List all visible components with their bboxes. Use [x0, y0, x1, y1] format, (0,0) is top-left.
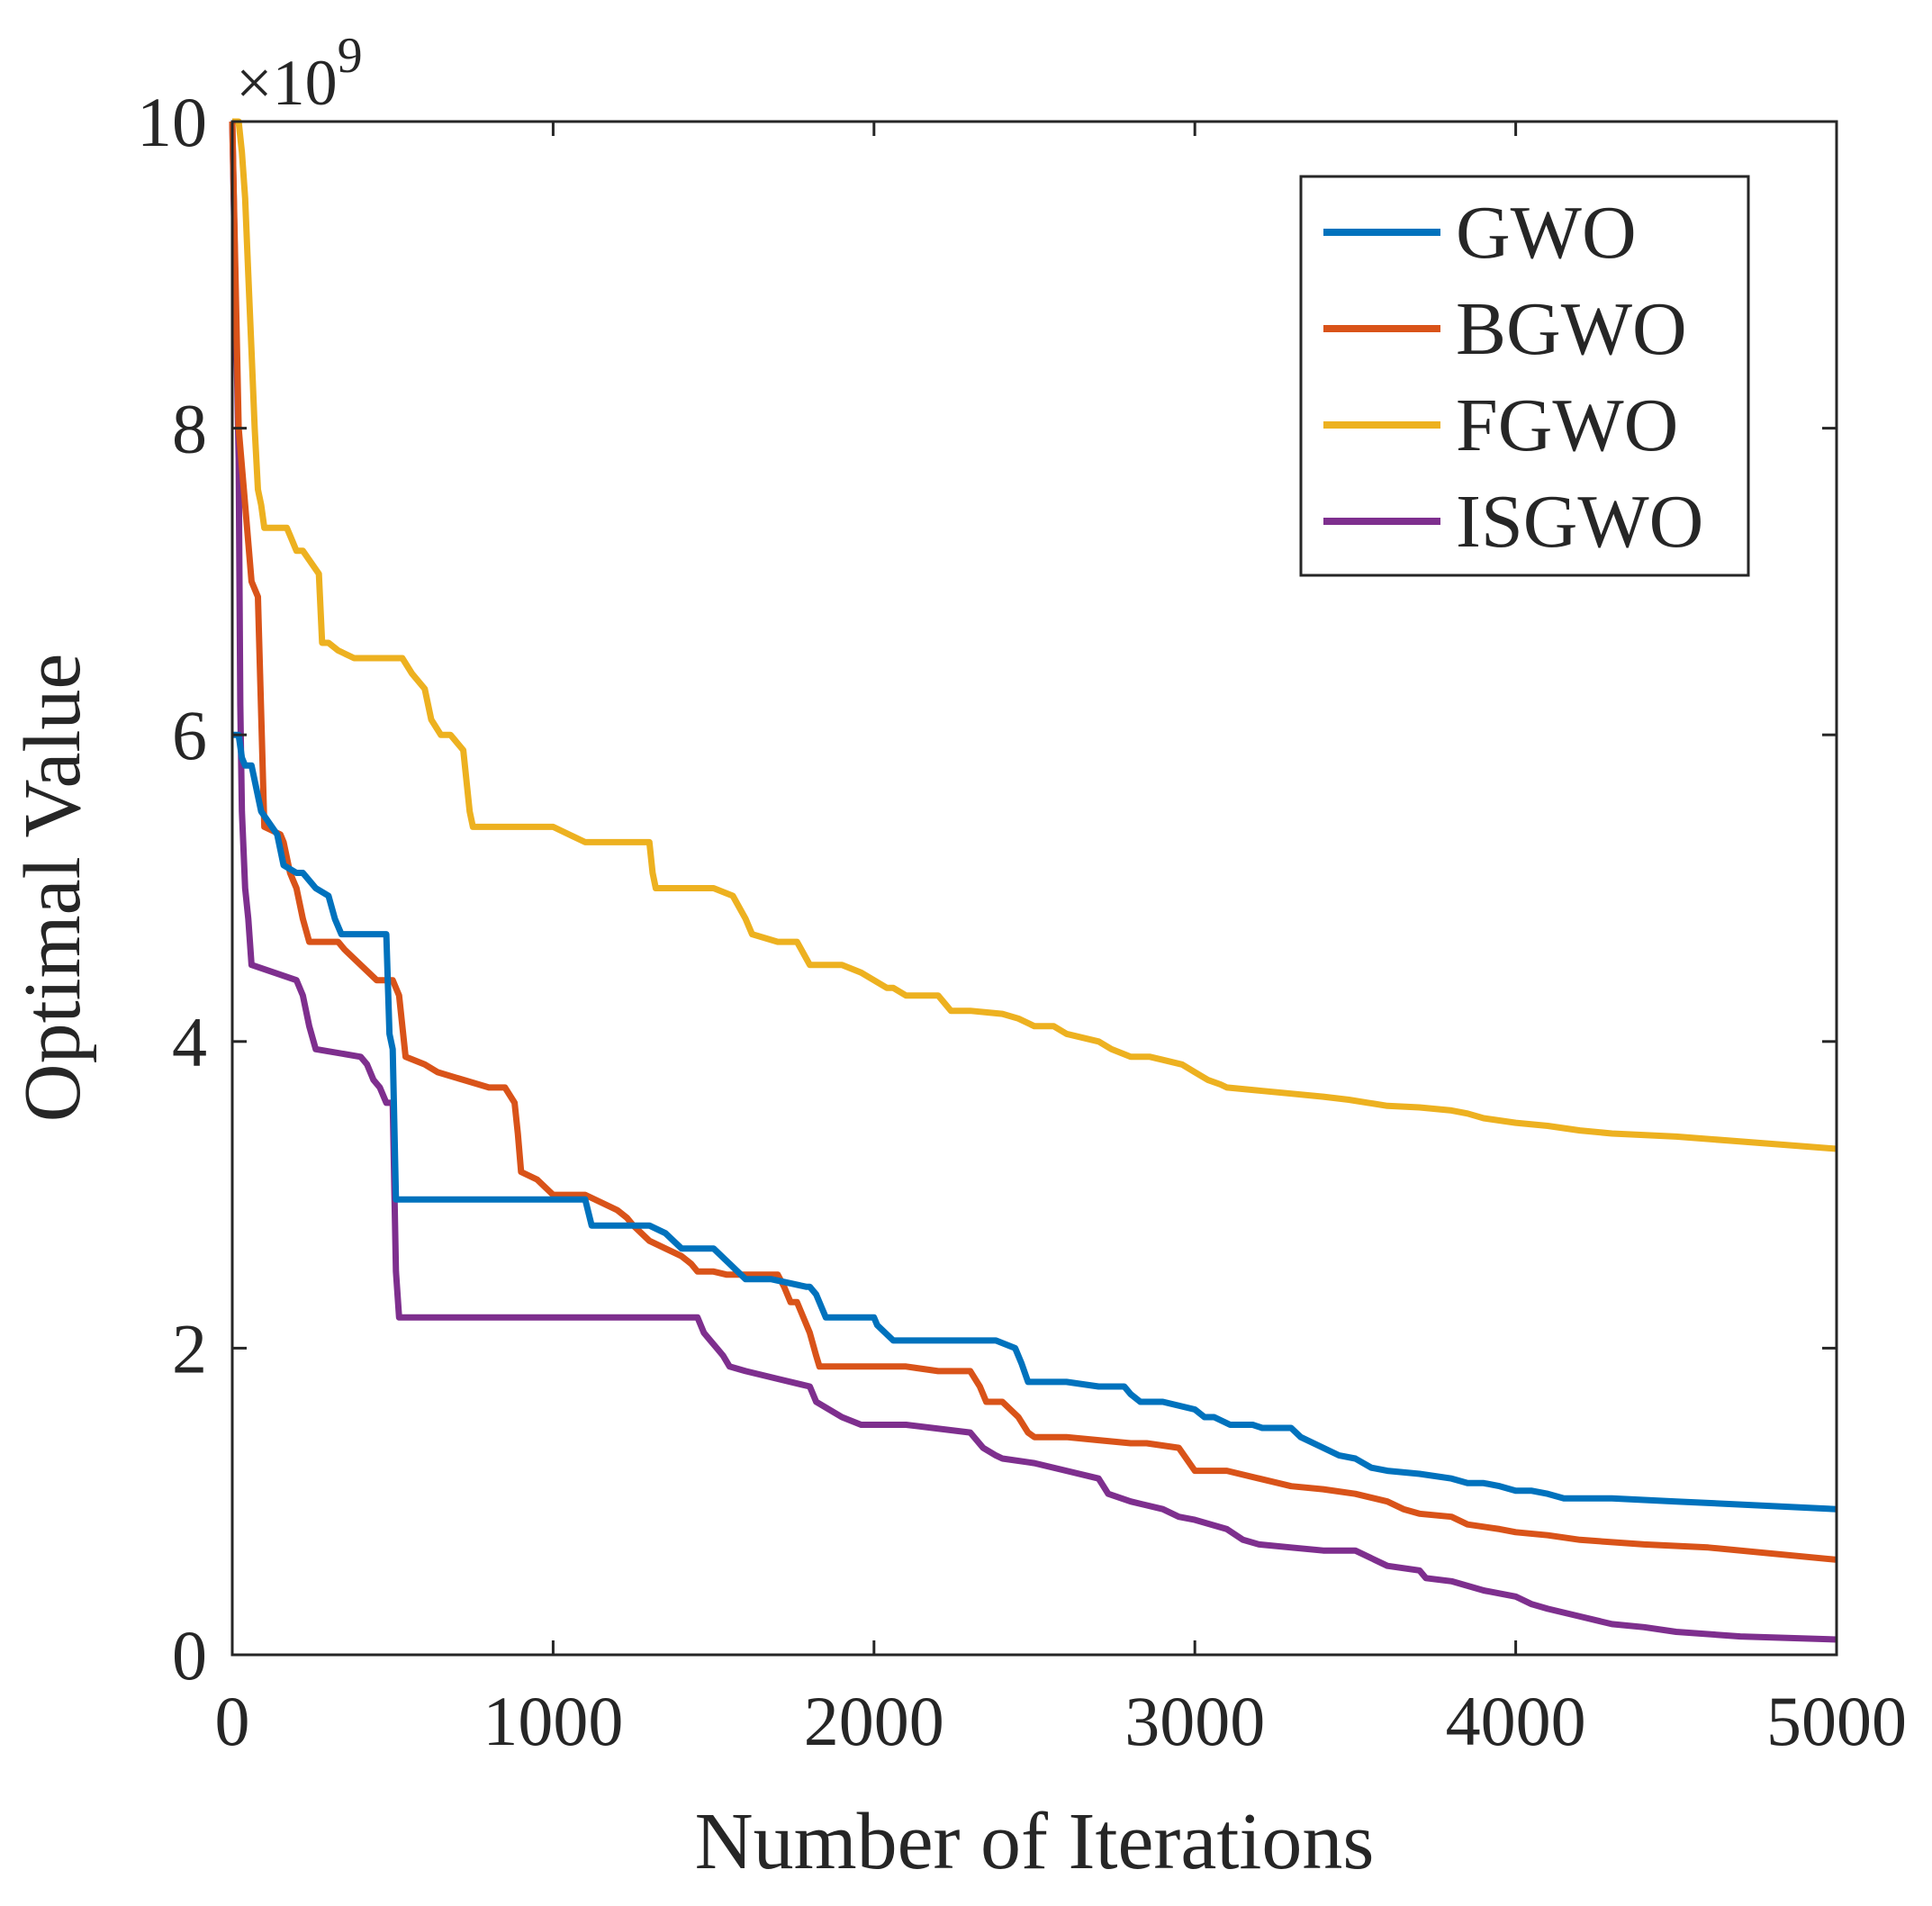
y-tick-label: 8 — [172, 390, 207, 468]
y-axis-label: Optimal Value — [8, 654, 97, 1123]
y-exponent-prefix: ×10 — [236, 47, 338, 119]
y-exponent-power: 9 — [338, 28, 363, 84]
series-line-fgwo — [232, 118, 1837, 1152]
ticks-layer: 0 1000 2000 3000 4000 5000 0 2 4 6 8 10 — [137, 83, 1907, 1760]
series-layer — [229, 118, 1837, 1643]
x-tick-label: 0 — [215, 1682, 250, 1760]
legend-item-fgwo: FGWO — [1323, 384, 1678, 467]
y-tick-label: 6 — [172, 696, 207, 774]
x-tick-label: 5000 — [1766, 1682, 1907, 1760]
legend-label: FGWO — [1456, 384, 1678, 467]
legend-item-bgwo: BGWO — [1323, 287, 1687, 371]
y-exponent-label: ×109 — [236, 28, 363, 119]
x-axis-label: Number of Iterations — [695, 1797, 1375, 1886]
x-tick-label: 3000 — [1124, 1682, 1265, 1760]
y-tick-label: 4 — [172, 1003, 207, 1081]
series-line-bgwo — [229, 121, 1837, 1563]
series-line-isgwo — [229, 121, 1837, 1643]
plot-frame — [230, 120, 1838, 1657]
y-tick-label: 10 — [137, 83, 207, 161]
legend-label: BGWO — [1456, 287, 1687, 371]
legend-items: GWO BGWO FGWO ISGWO — [1323, 191, 1703, 564]
x-tick-label: 2000 — [804, 1682, 944, 1760]
legend-label: GWO — [1456, 191, 1637, 275]
x-tick-label: 1000 — [483, 1682, 623, 1760]
legend-item-gwo: GWO — [1323, 191, 1637, 275]
y-tick-label: 0 — [172, 1616, 207, 1694]
legend-item-isgwo: ISGWO — [1323, 480, 1703, 564]
legend: GWO BGWO FGWO ISGWO — [1299, 175, 1750, 577]
y-tick-label: 2 — [172, 1309, 207, 1387]
series-line-gwo — [232, 731, 1837, 1513]
x-tick-label: 4000 — [1446, 1682, 1586, 1760]
legend-box — [1299, 175, 1750, 577]
legend-label: ISGWO — [1456, 480, 1703, 564]
